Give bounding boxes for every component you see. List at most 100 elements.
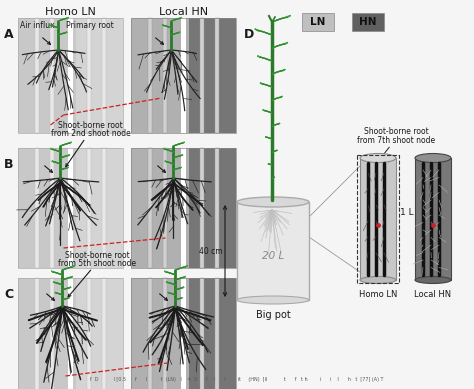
Polygon shape <box>63 298 70 300</box>
Bar <box>18 278 123 389</box>
Bar <box>18 18 76 133</box>
Bar <box>35 148 39 268</box>
Polygon shape <box>172 18 182 21</box>
Polygon shape <box>172 32 180 35</box>
Text: Local HN: Local HN <box>414 290 452 299</box>
Polygon shape <box>272 96 283 100</box>
Bar <box>131 278 236 389</box>
Polygon shape <box>173 167 182 170</box>
Bar <box>102 18 106 133</box>
Bar <box>131 18 236 133</box>
Polygon shape <box>166 282 175 285</box>
Text: from 7th shoot node: from 7th shoot node <box>357 136 435 145</box>
Ellipse shape <box>237 197 309 207</box>
Text: D: D <box>244 28 254 41</box>
Polygon shape <box>272 42 288 48</box>
Polygon shape <box>50 148 61 152</box>
Polygon shape <box>268 163 272 165</box>
Polygon shape <box>63 266 74 270</box>
Polygon shape <box>52 161 61 164</box>
Polygon shape <box>173 142 185 146</box>
Text: Homo LN: Homo LN <box>359 290 397 299</box>
Bar <box>50 18 54 133</box>
Polygon shape <box>55 292 63 295</box>
Bar <box>302 13 334 31</box>
Bar <box>76 18 123 133</box>
Polygon shape <box>255 29 272 35</box>
Bar <box>189 148 236 268</box>
Text: 40 cm: 40 cm <box>200 247 223 256</box>
Bar <box>87 278 91 389</box>
Bar <box>69 18 73 133</box>
Polygon shape <box>53 282 63 285</box>
Bar <box>189 18 236 133</box>
Ellipse shape <box>415 277 451 284</box>
Ellipse shape <box>360 154 396 163</box>
Polygon shape <box>61 167 69 170</box>
Bar <box>50 278 54 389</box>
Bar <box>148 148 152 268</box>
Text: HN: HN <box>359 17 377 27</box>
Polygon shape <box>58 32 67 35</box>
Polygon shape <box>162 25 172 28</box>
Bar <box>201 278 204 389</box>
Polygon shape <box>272 123 280 126</box>
Text: C: C <box>4 288 13 301</box>
Ellipse shape <box>415 154 451 163</box>
Bar <box>148 278 152 389</box>
Bar <box>131 148 189 268</box>
Bar <box>189 278 236 389</box>
Polygon shape <box>260 83 272 87</box>
Text: Primary root: Primary root <box>66 21 114 30</box>
Bar <box>360 158 396 280</box>
Polygon shape <box>272 69 285 74</box>
Bar <box>163 18 166 133</box>
Bar <box>76 278 123 389</box>
Polygon shape <box>63 287 71 290</box>
Bar <box>131 278 189 389</box>
Bar <box>102 278 106 389</box>
Text: LN: LN <box>310 17 326 27</box>
Polygon shape <box>175 298 182 300</box>
Bar <box>182 148 186 268</box>
Polygon shape <box>61 142 72 146</box>
Polygon shape <box>257 56 272 61</box>
Polygon shape <box>175 276 186 280</box>
Text: Shoot-borne root: Shoot-borne root <box>58 121 123 130</box>
Bar <box>35 18 39 133</box>
Polygon shape <box>63 276 73 280</box>
Polygon shape <box>168 292 175 295</box>
Ellipse shape <box>237 296 309 304</box>
Bar <box>215 18 219 133</box>
Bar <box>18 18 123 133</box>
Bar <box>357 155 399 283</box>
Text: Shoot-borne root: Shoot-borne root <box>364 127 428 136</box>
Text: Local HN: Local HN <box>159 7 208 17</box>
Bar <box>201 18 204 133</box>
Text: Big pot: Big pot <box>255 310 291 320</box>
Polygon shape <box>175 266 188 270</box>
Text: Air influx: Air influx <box>20 21 55 30</box>
Bar <box>18 148 76 268</box>
Bar <box>163 278 166 389</box>
Polygon shape <box>49 25 58 28</box>
Polygon shape <box>163 148 173 152</box>
Polygon shape <box>164 161 173 164</box>
Bar <box>18 278 76 389</box>
Bar <box>50 148 54 268</box>
Text: A: A <box>4 28 14 41</box>
Polygon shape <box>272 150 277 152</box>
Bar <box>18 148 123 268</box>
Polygon shape <box>175 287 184 290</box>
Polygon shape <box>265 137 272 139</box>
Text: from 5th shoot node: from 5th shoot node <box>58 259 137 268</box>
Polygon shape <box>164 271 175 275</box>
Bar <box>352 13 384 31</box>
Ellipse shape <box>360 277 396 284</box>
Bar <box>131 148 236 268</box>
Bar <box>87 18 91 133</box>
Bar <box>76 148 123 268</box>
Bar <box>215 148 219 268</box>
Polygon shape <box>173 155 183 158</box>
Text: Shoot-borne root: Shoot-borne root <box>65 251 130 260</box>
